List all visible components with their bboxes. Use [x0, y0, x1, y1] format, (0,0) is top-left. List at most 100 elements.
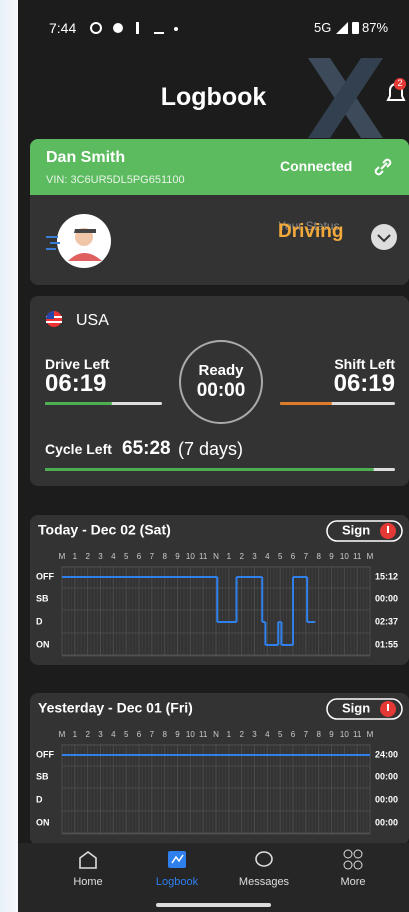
- icon: [113, 23, 123, 33]
- drive-left-track: [45, 402, 162, 405]
- hour-label: 4: [265, 552, 270, 561]
- flag-canton: [46, 311, 54, 319]
- hour-label: 5: [278, 730, 283, 739]
- hour-label: 1: [73, 552, 78, 561]
- status-total: 01:55: [375, 639, 398, 649]
- hour-label: 3: [252, 552, 257, 561]
- signal-battery: [334, 20, 360, 36]
- cycle-left-progress: [45, 468, 374, 471]
- dropdown-circle: [371, 224, 397, 250]
- hour-label: 4: [111, 730, 116, 739]
- hour-label: 2: [239, 730, 244, 739]
- shift-left-track: [280, 402, 395, 405]
- hour-label: 4: [265, 730, 270, 739]
- page: Logbook {"status_bar": {"time": "7:44", …: [0, 0, 409, 912]
- hour-label: 11: [353, 730, 362, 739]
- hour-label: M: [367, 552, 374, 561]
- hour-label: M: [367, 730, 374, 739]
- hour-label: 7: [150, 552, 155, 561]
- hour-label: 9: [175, 552, 180, 561]
- driver-name: Dan Smith: [46, 149, 125, 167]
- hour-label: 2: [85, 730, 90, 739]
- hour-label: 7: [150, 730, 155, 739]
- header-title: Logbook: [18, 83, 409, 112]
- nav-logbook[interactable]: Logbook: [137, 876, 217, 888]
- page-body: 7:44 5G 87% Logbook 2 Dan Smith VIN: 3C6…: [0, 0, 409, 912]
- hour-label: 6: [137, 552, 142, 561]
- status-label: D: [36, 794, 43, 804]
- drive-left-progress: [45, 402, 112, 405]
- hour-label: 11: [353, 552, 362, 561]
- us-flag: [44, 310, 64, 328]
- status-label: ON: [36, 817, 50, 827]
- connection-status[interactable]: Connected: [280, 158, 352, 174]
- cycle-left-days: (7 days): [178, 439, 243, 460]
- status-label: OFF: [36, 749, 54, 759]
- hour-label: 10: [340, 730, 349, 739]
- nav-messages[interactable]: Messages: [224, 876, 304, 888]
- hour-label: 8: [162, 552, 167, 561]
- nav-more[interactable]: More: [313, 876, 393, 888]
- hour-label: 9: [175, 730, 180, 739]
- status-label: SB: [36, 593, 49, 603]
- messages-icon: [256, 852, 272, 866]
- sign-alert-mark: [387, 526, 389, 533]
- hour-label: 10: [340, 552, 349, 561]
- hour-label: 6: [291, 730, 296, 739]
- status-time: 7:44: [49, 20, 76, 36]
- phone-screen: 7:44 5G 87% Logbook 2 Dan Smith VIN: 3C6…: [18, 0, 409, 912]
- hour-label: N: [213, 552, 219, 561]
- hour-label: 9: [329, 552, 334, 561]
- status-total: 00:00: [375, 817, 398, 827]
- cycle-left-value: 65:28: [122, 438, 171, 460]
- hour-label: 5: [278, 552, 283, 561]
- hour-label: 5: [124, 552, 129, 561]
- home-icon: [80, 852, 96, 868]
- hour-label: 9: [329, 730, 334, 739]
- avatar-cap: [74, 229, 96, 233]
- hour-label: 5: [124, 730, 129, 739]
- link-icon: [372, 156, 394, 178]
- cycle-left-track: [45, 468, 395, 471]
- hour-label: 1: [227, 552, 232, 561]
- more-icon: [354, 861, 362, 869]
- hour-label: 7: [304, 552, 309, 561]
- hour-label: M: [59, 552, 66, 561]
- more-icon: [354, 850, 362, 858]
- battery: 87%: [362, 20, 388, 35]
- vin: VIN: 3C6UR5DL5PG651100: [46, 174, 185, 186]
- hour-label: 3: [98, 730, 103, 739]
- more-icon: [344, 850, 352, 858]
- icon: [174, 27, 178, 31]
- hos-card: USA Drive Left 06:19 Ready 00:00 Shift L…: [30, 296, 409, 486]
- log-title: Yesterday - Dec 01 (Fri): [38, 700, 193, 716]
- hour-label: 10: [186, 730, 195, 739]
- status-total: 24:00: [375, 749, 398, 759]
- nav-home[interactable]: Home: [48, 876, 128, 888]
- hour-label: 8: [316, 552, 321, 561]
- status-dropdown[interactable]: [370, 223, 398, 251]
- hour-label: 8: [162, 730, 167, 739]
- shift-left-progress: [280, 402, 332, 405]
- status-label: OFF: [36, 571, 54, 581]
- hour-label: 11: [199, 730, 208, 739]
- sign-label: Sign: [342, 522, 370, 537]
- cycle-left-label: Cycle Left: [45, 441, 112, 457]
- hour-label: 7: [304, 730, 309, 739]
- icon: [91, 23, 101, 33]
- signal-icon: [336, 22, 348, 34]
- hour-label: 4: [111, 552, 116, 561]
- sign-alert-mark: [387, 704, 389, 711]
- icon: [154, 32, 164, 34]
- hour-label: 3: [98, 552, 103, 561]
- hour-label: 6: [137, 730, 142, 739]
- hour-label: 3: [252, 730, 257, 739]
- flag-stripe: [46, 321, 62, 323]
- link-path: [376, 160, 391, 175]
- shift-left-value: 06:19: [334, 370, 395, 398]
- home-indicator: [156, 903, 271, 907]
- ready-value: 00:00: [179, 380, 263, 402]
